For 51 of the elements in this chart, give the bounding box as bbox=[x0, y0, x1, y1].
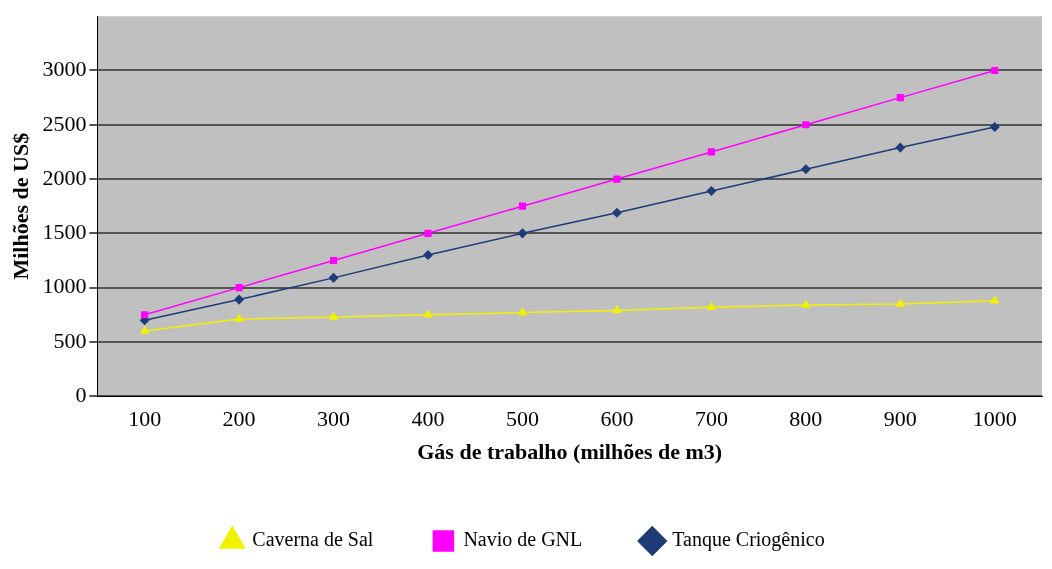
point bbox=[141, 311, 149, 319]
y-tick-label: 1000 bbox=[42, 273, 87, 299]
legend-label: Tanque Criogênico bbox=[672, 528, 825, 552]
y-tick-label: 0 bbox=[75, 381, 87, 407]
legend-label: Caverna de Sal bbox=[252, 528, 374, 551]
point bbox=[990, 295, 999, 304]
y-tick-label: 3000 bbox=[42, 56, 87, 82]
x-tick-label: 500 bbox=[505, 406, 539, 432]
point bbox=[802, 121, 810, 129]
point bbox=[234, 314, 244, 322]
x-tick-label: 700 bbox=[694, 406, 728, 432]
point bbox=[328, 273, 339, 283]
point bbox=[896, 94, 904, 102]
point bbox=[423, 250, 433, 260]
point bbox=[518, 307, 527, 316]
point bbox=[517, 228, 528, 239]
point bbox=[801, 164, 811, 175]
point bbox=[706, 186, 717, 196]
x-tick-label: 1000 bbox=[972, 406, 1017, 432]
x-tick-label: 600 bbox=[600, 406, 634, 432]
legend-label: Navio de GNL bbox=[463, 528, 583, 551]
point bbox=[990, 122, 1000, 132]
x-tick-label: 900 bbox=[883, 406, 917, 432]
x-tick-label: 100 bbox=[128, 406, 162, 432]
point bbox=[895, 142, 906, 153]
x-tick-label: 300 bbox=[317, 406, 351, 432]
x-tick-label: 200 bbox=[222, 406, 256, 432]
x-axis-title: Gás de trabalho (milhões de m3) bbox=[417, 439, 723, 465]
point bbox=[518, 202, 527, 210]
y-axis-title: Milhões de US$ bbox=[7, 132, 33, 280]
point bbox=[612, 305, 622, 314]
point bbox=[613, 175, 621, 183]
point bbox=[801, 300, 811, 308]
y-tick-label: 500 bbox=[53, 327, 87, 353]
point bbox=[707, 148, 715, 156]
point bbox=[707, 302, 716, 310]
point bbox=[329, 256, 338, 265]
point bbox=[234, 294, 244, 305]
x-tick-label: 400 bbox=[411, 406, 445, 432]
x-tick-label: 800 bbox=[789, 406, 823, 432]
point bbox=[424, 229, 432, 237]
y-tick-label: 2500 bbox=[42, 110, 87, 136]
point bbox=[423, 310, 433, 318]
point bbox=[991, 66, 999, 75]
y-tick-label: 1500 bbox=[42, 219, 87, 245]
point bbox=[896, 299, 905, 307]
point bbox=[329, 312, 338, 320]
point bbox=[140, 326, 149, 334]
y-tick-label: 2000 bbox=[42, 164, 87, 190]
point bbox=[612, 207, 622, 218]
point bbox=[235, 284, 243, 292]
